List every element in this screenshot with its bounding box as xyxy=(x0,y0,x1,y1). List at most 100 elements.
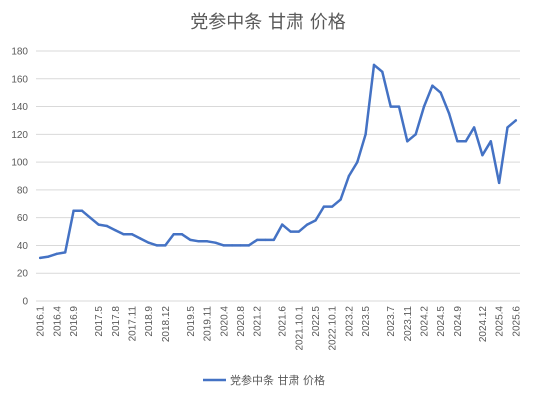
data-point xyxy=(222,244,225,247)
y-tick-label: 100 xyxy=(11,158,28,169)
x-tick-label: 2016.1 xyxy=(36,306,47,337)
data-point xyxy=(489,140,492,143)
y-tick-label: 60 xyxy=(17,213,29,224)
legend-label: 党参中条 甘肃 价格 xyxy=(230,373,325,387)
legend: 党参中条 甘肃 价格 xyxy=(203,373,325,387)
x-tick-label: 2022.10.1 xyxy=(328,306,339,351)
data-point xyxy=(456,140,459,143)
data-point xyxy=(205,240,209,243)
x-tick-label: 2019.5 xyxy=(186,306,197,337)
y-tick-label: 0 xyxy=(22,297,28,308)
x-axis-ticks: 2016.1 2016.4 2016.9 2017.5 2017.8 2017.11 201… xyxy=(36,306,523,351)
data-point xyxy=(255,238,259,242)
data-point xyxy=(147,241,150,244)
data-point xyxy=(431,84,434,87)
data-point xyxy=(55,252,59,255)
y-tick-label: 160 xyxy=(11,74,28,85)
x-tick-label: 2023.7 xyxy=(386,306,397,337)
x-tick-label: 2017.11 xyxy=(127,306,138,342)
x-tick-label: 2023.5 xyxy=(361,306,372,337)
y-tick-label: 20 xyxy=(17,269,29,280)
data-point xyxy=(47,255,50,258)
data-point xyxy=(230,244,234,247)
y-tick-label: 80 xyxy=(17,185,29,196)
x-tick-label: 2017.5 xyxy=(94,306,105,337)
data-point xyxy=(264,238,267,242)
data-point xyxy=(64,251,67,254)
data-point xyxy=(114,228,117,232)
data-point xyxy=(339,198,342,201)
data-point xyxy=(297,230,301,233)
data-point xyxy=(472,126,476,129)
data-point xyxy=(347,174,351,178)
data-point xyxy=(439,91,442,94)
data-point xyxy=(214,241,217,244)
x-tick-label: 2018.12 xyxy=(161,306,172,343)
data-point xyxy=(89,216,92,219)
data-point xyxy=(314,219,317,222)
x-tick-label: 2019.11 xyxy=(203,306,214,342)
data-point xyxy=(372,63,376,67)
data-point xyxy=(497,181,501,185)
x-tick-label: 2025.6 xyxy=(511,306,522,337)
data-point xyxy=(272,238,276,242)
x-tick-label: 2024.12 xyxy=(478,306,489,343)
chart-title: 党参中条 甘肃 价格 xyxy=(190,12,345,33)
x-tick-label: 2023.2 xyxy=(344,306,355,337)
data-point xyxy=(164,244,167,247)
data-point xyxy=(105,224,109,228)
x-tick-label: 2024.2 xyxy=(420,306,431,337)
y-tick-label: 120 xyxy=(11,130,28,141)
data-point xyxy=(414,133,417,136)
data-point xyxy=(506,126,509,129)
data-point xyxy=(389,105,392,108)
data-point xyxy=(322,205,326,208)
x-tick-label: 2023.11 xyxy=(403,306,414,342)
x-tick-label: 2021.6 xyxy=(278,306,289,337)
x-tick-label: 2018.9 xyxy=(144,306,155,337)
data-point xyxy=(306,223,309,226)
data-point xyxy=(364,133,367,136)
x-tick-label: 2016.4 xyxy=(52,306,63,337)
x-tick-label: 2024.5 xyxy=(436,306,447,337)
data-point xyxy=(139,237,142,240)
data-point xyxy=(397,105,401,108)
data-point xyxy=(189,238,192,242)
x-tick-label: 2017.8 xyxy=(111,306,122,337)
data-point xyxy=(197,240,200,243)
data-point xyxy=(72,209,75,212)
data-point xyxy=(155,244,159,247)
data-point xyxy=(356,160,359,164)
data-point xyxy=(239,244,242,247)
data-point xyxy=(97,223,100,226)
data-point xyxy=(331,205,334,208)
y-tick-label: 40 xyxy=(17,241,29,252)
x-tick-label: 2016.9 xyxy=(69,306,80,337)
data-point xyxy=(180,233,184,236)
data-point xyxy=(514,119,518,122)
data-point xyxy=(464,140,467,143)
data-point xyxy=(447,112,451,115)
y-axis-ticks: 0 20 40 60 80 100 120 140 160 180 xyxy=(11,47,28,308)
x-tick-label: 2021.10.1 xyxy=(294,306,305,351)
data-point xyxy=(130,233,134,236)
x-tick-label: 2021.2 xyxy=(253,306,264,337)
data-point xyxy=(381,70,384,74)
y-tick-label: 140 xyxy=(11,102,28,113)
data-point xyxy=(289,230,292,233)
data-point xyxy=(172,233,175,236)
data-point xyxy=(122,233,125,236)
series-line xyxy=(38,63,518,260)
data-point xyxy=(481,153,484,157)
x-tick-label: 2022.5 xyxy=(311,306,322,337)
series-layer xyxy=(38,63,518,260)
data-point xyxy=(406,140,409,143)
data-point xyxy=(80,209,84,212)
data-point xyxy=(422,105,426,108)
x-tick-label: 2020.4 xyxy=(219,306,230,337)
x-tick-label: 2020.8 xyxy=(236,306,247,337)
y-tick-label: 180 xyxy=(11,47,28,58)
x-tick-label: 2024.9 xyxy=(453,306,464,337)
